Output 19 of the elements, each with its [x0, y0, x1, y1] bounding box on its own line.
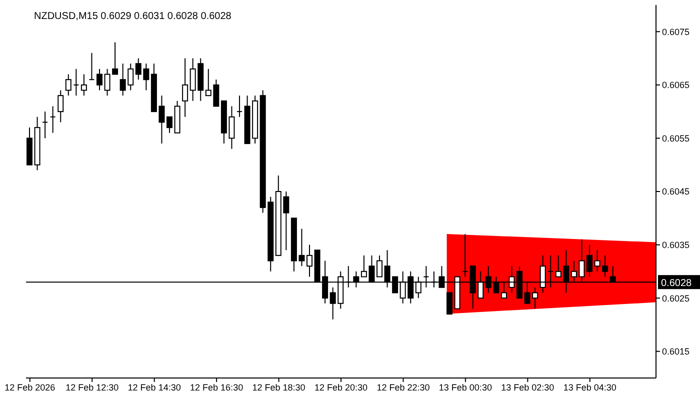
- x-tick-label: 12 Feb 16:30: [190, 382, 244, 392]
- x-tick-label: 13 Feb 00:30: [438, 382, 492, 392]
- x-tick-label: 12 Feb 14:30: [128, 382, 181, 392]
- ref-line-label: 0.6028: [661, 278, 692, 290]
- x-tick-label: 12 Feb 22:30: [376, 382, 430, 392]
- y-tick-label: 0.6025: [662, 293, 690, 304]
- y-tick-label: 0.6075: [662, 26, 690, 37]
- x-tick-label: 12 Feb 18:30: [252, 382, 306, 392]
- x-tick-label: 12 Feb 12:30: [66, 382, 119, 392]
- x-tick-label: 12 Feb 20:30: [314, 382, 368, 392]
- x-tick-label: 12 Feb 2026: [4, 382, 56, 392]
- text: NZDUSD,M15 0.6029 0.6031 0.6028 0.6028: [34, 11, 232, 22]
- y-tick-label: 0.6035: [662, 240, 690, 250]
- x-tick-label: 13 Feb 04:30: [563, 382, 616, 392]
- y-tick-label: 0.6045: [662, 186, 690, 197]
- y-tick-label: 0.6015: [662, 346, 690, 357]
- y-tick-label: 0.6055: [662, 133, 690, 144]
- y-tick-label: 0.6065: [662, 80, 690, 90]
- x-tick-label: 13 Feb 02:30: [501, 382, 554, 392]
